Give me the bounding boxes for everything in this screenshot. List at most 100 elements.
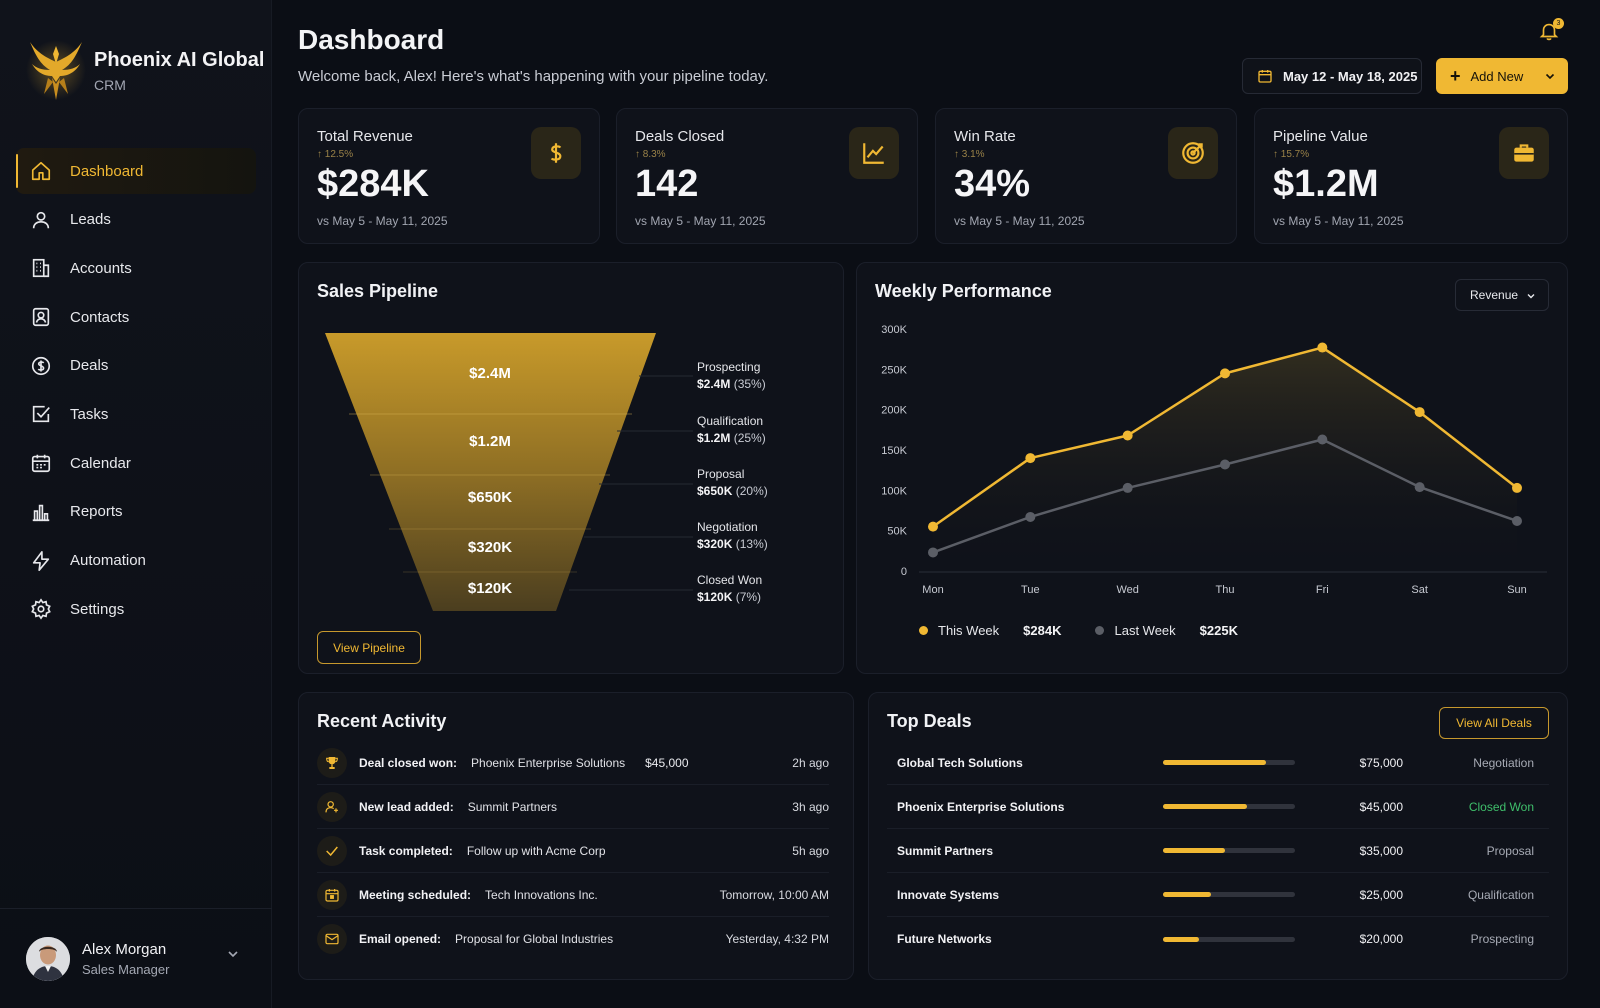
date-range-picker[interactable]: May 12 - May 18, 2025 [1242, 58, 1422, 94]
chevron-down-icon[interactable] [226, 947, 240, 961]
activity-row[interactable]: Email opened: Proposal for Global Indust… [317, 917, 829, 961]
brand[interactable]: Phoenix AI Global CRM [26, 34, 264, 106]
sidebar-item-label: Dashboard [70, 162, 144, 180]
dollar-icon [550, 143, 562, 163]
data-point-this-week[interactable] [1317, 342, 1328, 353]
sidebar-item-automation[interactable]: Automation [16, 538, 256, 584]
sidebar-item-reports[interactable]: Reports [16, 489, 256, 535]
sidebar-item-label: Settings [70, 600, 125, 618]
funnel-legend-item: Prospecting $2.4M (35%) [697, 359, 766, 393]
y-tick-label: 200K [881, 405, 907, 417]
stat-title: Deals Closed [635, 128, 725, 145]
user-role: Sales Manager [82, 961, 170, 977]
data-point-last-week[interactable] [1025, 511, 1036, 522]
line-chart: 0 50K 100K 150K 200K 250K 300K Mon Tue Wed Thu Fri S… [881, 324, 1547, 596]
stat-delta: ↑ 3.1% [954, 149, 985, 160]
deal-row[interactable]: Future Networks $20,000 Prospecting [887, 917, 1549, 961]
legend-dot-this-week [919, 626, 928, 635]
legend-dot-last-week [1095, 626, 1105, 635]
funnel-legend-item: Closed Won $120K (7%) [697, 572, 762, 606]
y-tick-label: 300K [881, 324, 907, 336]
activity-row[interactable]: Task completed: Follow up with Acme Corp… [317, 829, 829, 873]
sidebar-item-calendar[interactable]: Calendar [16, 440, 256, 486]
legend-total: $284K [1023, 623, 1062, 638]
calendar-icon [1258, 70, 1272, 83]
deal-row[interactable]: Summit Partners $35,000 Proposal [887, 829, 1549, 873]
data-point-this-week[interactable] [1025, 453, 1036, 464]
activity-time: 5h ago [792, 843, 829, 858]
x-tick-label: Tue [1021, 584, 1040, 596]
user-profile[interactable]: Alex Morgan Sales Manager [0, 908, 272, 1008]
sidebar-item-tasks[interactable]: Tasks [16, 391, 256, 437]
data-point-this-week[interactable] [1122, 430, 1133, 441]
chevron-down-icon[interactable] [1544, 70, 1556, 82]
target-icon [1182, 142, 1204, 164]
stat-icon-box [1168, 127, 1218, 179]
sidebar-item-contacts[interactable]: Contacts [16, 294, 256, 340]
deal-amount: $75,000 [1359, 755, 1403, 770]
x-tick-label: Wed [1116, 584, 1138, 596]
data-point-last-week[interactable] [1512, 515, 1522, 526]
data-point-this-week[interactable] [1512, 482, 1522, 493]
stat-icon-box [1499, 127, 1549, 179]
lightning-icon [32, 550, 50, 571]
checkbox-icon [32, 406, 50, 423]
stat-card-pipeline-value: Pipeline Value ↑ 15.7% $1.2M vs May 5 - … [1254, 108, 1568, 244]
activity-row[interactable]: New lead added: Summit Partners 3h ago [317, 785, 829, 829]
stat-delta: ↑ 8.3% [635, 149, 666, 160]
activity-label: Task completed: [359, 843, 453, 858]
activity-row[interactable]: Deal closed won: Phoenix Enterprise Solu… [317, 741, 829, 785]
sidebar-item-settings[interactable]: Settings [16, 586, 256, 632]
deal-name: Summit Partners [897, 843, 994, 858]
deal-row[interactable]: Innovate Systems $25,000 Qualification [887, 873, 1549, 917]
sidebar-item-leads[interactable]: Leads [16, 197, 256, 243]
deal-name: Global Tech Solutions [897, 755, 1023, 770]
stat-value: $1.2M [1273, 163, 1379, 205]
view-all-deals-button[interactable]: View All Deals [1439, 707, 1549, 739]
data-point-this-week[interactable] [1414, 407, 1425, 418]
data-point-last-week[interactable] [1317, 434, 1328, 445]
deal-progress-bar [1163, 760, 1295, 765]
stat-compare: vs May 5 - May 11, 2025 [1273, 214, 1404, 228]
stat-title: Total Revenue [317, 128, 413, 145]
funnel-stage-detail-value: $650K [697, 484, 733, 498]
sidebar-item-dashboard[interactable]: Dashboard [16, 148, 256, 194]
data-point-last-week[interactable] [928, 547, 938, 558]
funnel-legend-item: Qualification $1.2M (25%) [697, 413, 766, 447]
page-title: Dashboard [298, 24, 445, 55]
funnel-stage-detail-value: $2.4M [697, 377, 731, 391]
sidebar-item-label: Tasks [70, 405, 109, 423]
activity-icon-box [317, 791, 347, 822]
activity-time: Yesterday, 4:32 PM [725, 932, 829, 946]
stat-card-total-revenue: Total Revenue ↑ 12.5% $284K vs May 5 - M… [298, 108, 600, 244]
metric-select[interactable]: Revenue [1455, 279, 1549, 311]
bell-icon[interactable] [1538, 20, 1560, 42]
data-point-last-week[interactable] [1122, 482, 1133, 493]
deal-progress-fill [1163, 936, 1199, 942]
deal-row[interactable]: Phoenix Enterprise Solutions $45,000 Clo… [887, 785, 1549, 829]
stat-compare: vs May 5 - May 11, 2025 [635, 214, 766, 228]
sidebar-item-accounts[interactable]: Accounts [16, 245, 256, 291]
data-point-last-week[interactable] [1220, 459, 1230, 470]
data-point-this-week[interactable] [928, 521, 938, 532]
data-point-this-week[interactable] [1220, 368, 1230, 379]
y-tick-label: 250K [881, 364, 907, 376]
plus-icon: + [1450, 65, 1461, 86]
deal-amount: $45,000 [1359, 799, 1403, 814]
sidebar-item-deals[interactable]: Deals [16, 343, 256, 389]
mail-icon [325, 933, 339, 945]
user-icon [32, 211, 50, 229]
sidebar-item-label: Deals [70, 357, 109, 375]
view-pipeline-button[interactable]: View Pipeline [317, 631, 421, 664]
deal-progress-fill [1163, 848, 1226, 853]
stat-title: Pipeline Value [1273, 128, 1368, 145]
recent-activity-card: Recent Activity Deal closed won: Phoenix… [298, 692, 854, 980]
deal-progress-bar [1163, 848, 1295, 853]
phoenix-logo-icon [26, 40, 86, 100]
trophy-icon [326, 756, 338, 769]
deal-row[interactable]: Global Tech Solutions $75,000 Negotiatio… [887, 741, 1549, 785]
activity-row[interactable]: Meeting scheduled: Tech Innovations Inc.… [317, 873, 829, 917]
add-new-button[interactable]: + Add New [1436, 58, 1568, 94]
deal-progress-fill [1163, 760, 1266, 765]
data-point-last-week[interactable] [1414, 482, 1425, 493]
